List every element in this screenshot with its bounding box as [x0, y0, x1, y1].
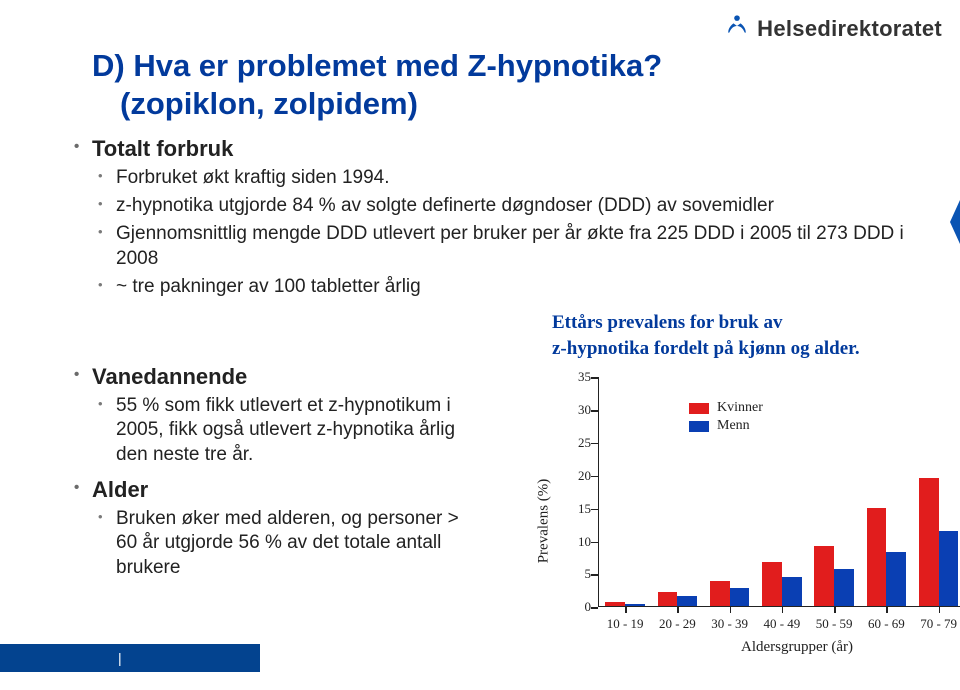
- chart-bars: [599, 377, 960, 606]
- chart-xtick: [730, 606, 732, 613]
- chart-ytick-label: 20: [565, 468, 591, 484]
- brand-name: Helsedirektoratet: [757, 16, 942, 42]
- chart-xlabel: Aldersgrupper (år): [552, 639, 960, 656]
- chart-bar: [939, 531, 959, 607]
- chart-ytick-label: 30: [565, 402, 591, 418]
- chart-xtick: [886, 606, 888, 613]
- chart-bar: [919, 478, 939, 606]
- chart-wrap: Prevalens (%) Kvinner Menn 0510152025303: [552, 371, 960, 671]
- bullet-l2: ~ tre pakninger av 100 tabletter årlig: [92, 275, 930, 299]
- chart-xtick: [939, 606, 941, 613]
- chart-title-line: Ettårs prevalens for bruk av: [552, 312, 782, 333]
- footer-bar: |: [0, 644, 260, 672]
- chart-bar: [782, 577, 802, 606]
- chart-bar: [710, 581, 730, 606]
- brand-logo: Helsedirektoratet: [723, 12, 942, 45]
- chart-ytick: [591, 574, 598, 576]
- slide: Helsedirektoratet D) Hva er problemet me…: [0, 0, 960, 690]
- chart-bar: [625, 604, 645, 607]
- bullet-l2: 55 % som fikk utlevert et z-hypnotikum i…: [92, 394, 477, 467]
- chart-bar: [834, 569, 854, 606]
- chart-xtick: [625, 606, 627, 613]
- chart-xtick: [782, 606, 784, 613]
- chart-xtick: [834, 606, 836, 613]
- chart-ytick: [591, 542, 598, 544]
- chart-ytick-label: 0: [565, 599, 591, 615]
- chart-ytick-label: 10: [565, 534, 591, 550]
- chart-ytick-label: 35: [565, 369, 591, 385]
- chart-bar: [867, 508, 887, 607]
- chart-xtick-label: 50 - 59: [816, 616, 853, 632]
- bullet-text: Totalt forbruk: [92, 136, 233, 161]
- chart-ytick: [591, 443, 598, 445]
- slide-title: D) Hva er problemet med Z-hypnotika?: [92, 48, 930, 84]
- footer-separator-icon: |: [0, 650, 122, 666]
- chart-bar: [730, 588, 750, 606]
- bullet-text: Vanedannende: [92, 364, 247, 389]
- chart-bar: [814, 546, 834, 606]
- chart: Ettårs prevalens for bruk av z-hypnotika…: [552, 310, 960, 671]
- chart-bar: [677, 596, 697, 607]
- chart-xtick-label: 20 - 29: [659, 616, 696, 632]
- helsedirektoratet-icon: [723, 12, 751, 45]
- chart-ytick-label: 15: [565, 501, 591, 517]
- chart-xtick-label: 30 - 39: [711, 616, 748, 632]
- lower-row: Vanedannende 55 % som fikk utlevert et z…: [92, 350, 930, 580]
- chart-ytick: [591, 509, 598, 511]
- content: D) Hva er problemet med Z-hypnotika? (zo…: [92, 48, 930, 299]
- bullet-l2: Forbruket økt kraftig siden 1994.: [92, 166, 930, 190]
- bullet-l1: Vanedannende 55 % som fikk utlevert et z…: [92, 364, 477, 467]
- bullet-list: Totalt forbruk Forbruket økt kraftig sid…: [92, 136, 930, 300]
- chart-xtick-label: 70 - 79: [920, 616, 957, 632]
- chart-ytick: [591, 410, 598, 412]
- chart-xtick-label: 40 - 49: [763, 616, 800, 632]
- chart-plot: Kvinner Menn 0510152025303510 - 1920 - 2…: [598, 377, 960, 607]
- chart-bar: [886, 552, 906, 606]
- chart-ytick: [591, 377, 598, 379]
- chart-ytick: [591, 476, 598, 478]
- slide-accent-icon: [950, 200, 960, 244]
- chart-bar: [605, 602, 625, 606]
- chart-title: Ettårs prevalens for bruk av z-hypnotika…: [552, 310, 960, 361]
- bullet-l2: z-hypnotika utgjorde 84 % av solgte defi…: [92, 194, 930, 218]
- bullet-l1: Alder Bruken øker med alderen, og person…: [92, 477, 477, 580]
- chart-bar: [658, 592, 678, 606]
- chart-xtick-label: 60 - 69: [868, 616, 905, 632]
- bullet-l1: Totalt forbruk Forbruket økt kraftig sid…: [92, 136, 930, 300]
- chart-ytick-label: 5: [565, 566, 591, 582]
- bullet-l2: Bruken øker med alderen, og personer > 6…: [92, 507, 477, 580]
- chart-title-line: z-hypnotika fordelt på kjønn og alder.: [552, 338, 860, 359]
- chart-xtick: [677, 606, 679, 613]
- chart-bar: [762, 562, 782, 607]
- bullet-text: Alder: [92, 477, 148, 502]
- bullet-l2: Gjennomsnittlig mengde DDD utlevert per …: [92, 222, 930, 271]
- slide-subtitle: (zopiklon, zolpidem): [92, 86, 930, 122]
- left-column: Vanedannende 55 % som fikk utlevert et z…: [92, 350, 477, 580]
- chart-xtick-label: 10 - 19: [607, 616, 644, 632]
- chart-ylabel: Prevalens (%): [536, 479, 553, 564]
- chart-ytick: [591, 607, 598, 609]
- chart-ytick-label: 25: [565, 435, 591, 451]
